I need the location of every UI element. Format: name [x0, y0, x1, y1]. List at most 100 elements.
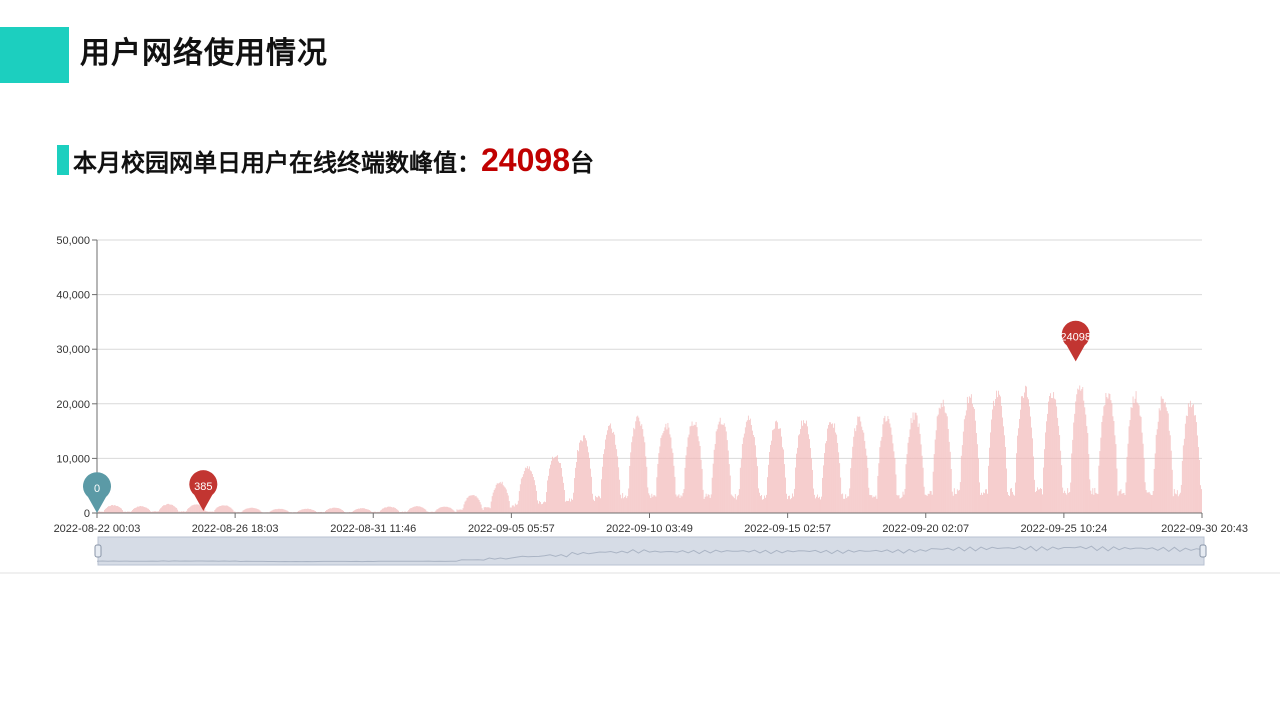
bar [307, 509, 308, 513]
bar [498, 484, 499, 513]
bar [959, 490, 960, 513]
y-tick-label: 0 [84, 508, 90, 520]
bar [1022, 396, 1023, 513]
x-tick-label: 2022-08-31 11:46 [330, 523, 416, 535]
bar [969, 396, 970, 513]
datazoom-handle-right[interactable] [1200, 545, 1206, 557]
bar [749, 420, 750, 513]
bar [947, 416, 948, 513]
bar [333, 508, 334, 513]
bar [777, 422, 778, 513]
bar [596, 497, 597, 513]
bar [1011, 488, 1012, 513]
bar [284, 510, 285, 513]
bar [950, 452, 951, 513]
bar [722, 425, 723, 513]
bar [731, 494, 732, 513]
bar [672, 448, 673, 513]
bar [559, 463, 560, 513]
bar [1168, 413, 1169, 513]
bar [510, 507, 511, 513]
bar [972, 404, 973, 513]
bar [1189, 407, 1190, 513]
bar [413, 507, 414, 513]
bar [615, 445, 616, 513]
bar [782, 447, 783, 513]
bar [198, 505, 199, 513]
marker-label: 0 [94, 483, 100, 495]
bar [639, 421, 640, 513]
bar [882, 437, 883, 513]
bar [1195, 415, 1196, 513]
bar [702, 469, 703, 513]
bar [715, 444, 716, 513]
bar [658, 464, 659, 513]
bar [986, 489, 987, 513]
bar [989, 448, 990, 513]
bar [1019, 419, 1020, 513]
bar [770, 445, 771, 513]
bar [479, 500, 480, 513]
bar [929, 494, 930, 513]
bar [1177, 490, 1178, 513]
bar [142, 506, 143, 513]
bar [135, 508, 136, 513]
bar [1025, 386, 1026, 513]
bar [1042, 494, 1043, 513]
bar [1200, 485, 1201, 513]
bar [422, 508, 423, 513]
bar [1056, 406, 1057, 513]
bar [748, 416, 749, 513]
bar [979, 482, 980, 513]
bar [204, 509, 205, 513]
bar [690, 426, 691, 513]
bar [931, 491, 932, 513]
bar [541, 504, 542, 513]
datazoom-handle-left[interactable] [95, 545, 101, 557]
bar [449, 508, 450, 513]
bar [439, 508, 440, 513]
bar [1080, 391, 1081, 513]
bar [916, 413, 917, 513]
bar [491, 502, 492, 513]
bar [680, 498, 681, 513]
bar [797, 448, 798, 513]
bar [767, 477, 768, 513]
bar [332, 508, 333, 513]
bar [1118, 496, 1119, 513]
bar [1005, 447, 1006, 513]
bar [847, 496, 848, 513]
bar [1010, 489, 1011, 513]
bar [1039, 489, 1040, 513]
bar [231, 508, 232, 513]
x-tick-label: 2022-09-20 02:07 [882, 523, 969, 535]
bar [546, 492, 547, 513]
bar [685, 468, 686, 513]
bar [481, 505, 482, 514]
bar [1060, 451, 1061, 513]
bar [704, 499, 705, 513]
bar [805, 424, 806, 513]
bar [682, 496, 683, 513]
bar [440, 508, 441, 513]
bar [698, 436, 699, 513]
bar [636, 417, 637, 513]
bar [526, 468, 527, 513]
bar [998, 391, 999, 513]
bar [839, 463, 840, 513]
y-tick-label: 50,000 [56, 235, 90, 247]
bar [1185, 424, 1186, 513]
bar [729, 464, 730, 513]
bar [633, 428, 634, 513]
bar [697, 427, 698, 513]
bar [176, 508, 177, 513]
bar [693, 426, 694, 513]
bar [506, 489, 507, 513]
bar [910, 429, 911, 513]
bar [274, 510, 275, 513]
bar [875, 497, 876, 513]
bar [1163, 399, 1164, 513]
bar [340, 509, 341, 513]
bar [310, 509, 311, 513]
bar [438, 509, 439, 513]
